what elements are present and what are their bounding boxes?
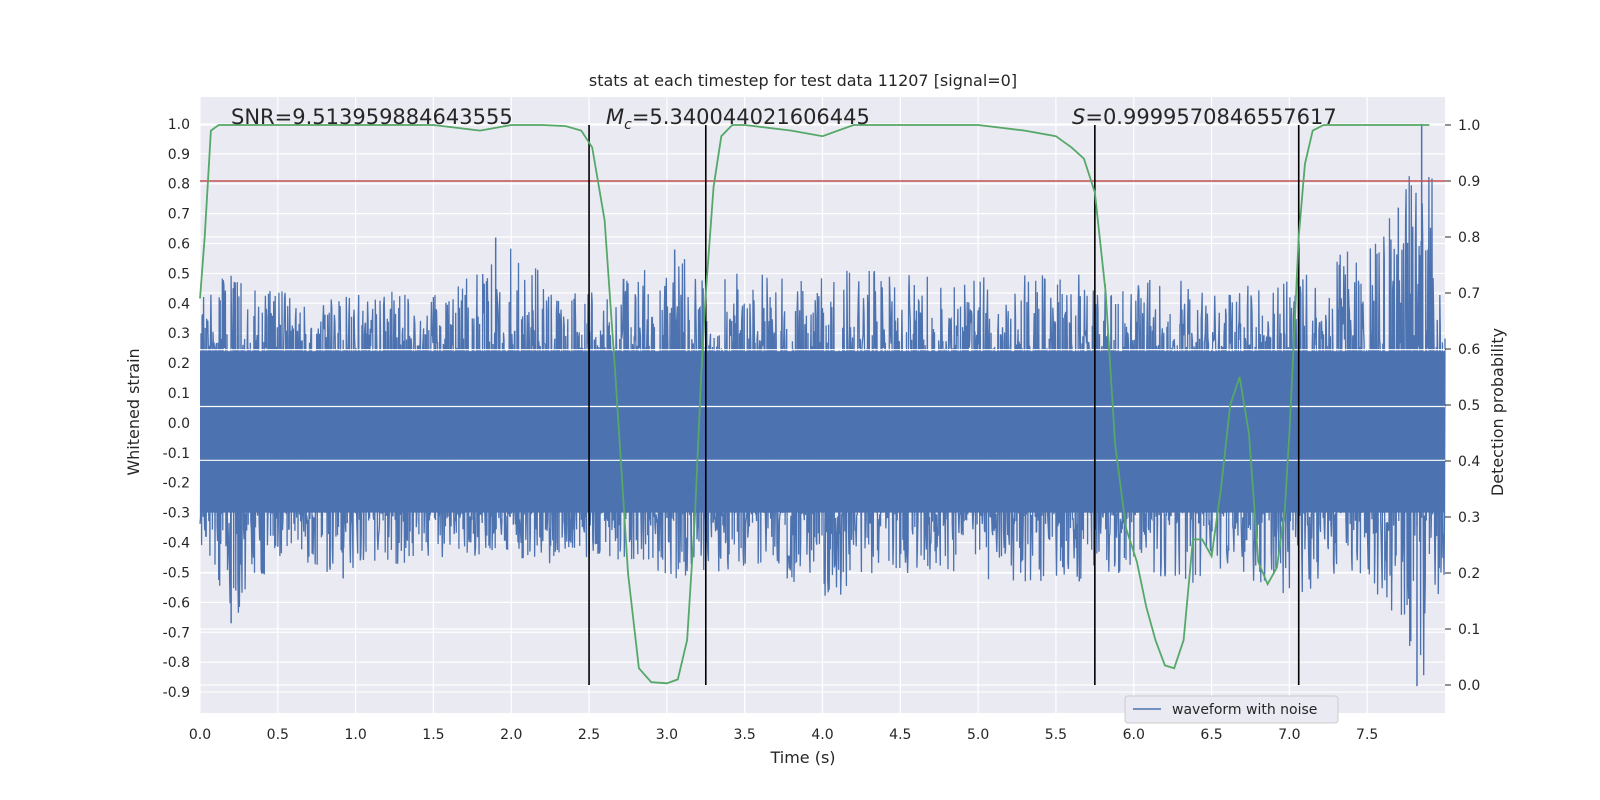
legend-label: waveform with noise: [1172, 702, 1317, 718]
y-axis-ticks: 1.0 0.9 0.8 0.7 0.6 0.5 0.4 0.3 0.2 0.1 0.0 -0.1 -0.…: [163, 117, 190, 701]
chart-title: stats at each timestep for test data 112…: [589, 71, 1017, 90]
y-tick-label: -0.1: [163, 446, 190, 462]
y2-tick-label: 0.2: [1458, 566, 1480, 582]
y-tick-label: -0.6: [163, 595, 190, 611]
y2-tick-label: 0.9: [1458, 174, 1480, 190]
y-tick-label: 0.9: [168, 147, 190, 163]
y-tick-label: -0.4: [163, 536, 190, 552]
y2-tick-label: 0.6: [1458, 342, 1480, 358]
x-tick-label: 6.0: [1123, 727, 1145, 743]
y-tick-label: -0.3: [163, 506, 190, 522]
y2-tick-label: 0.4: [1458, 454, 1480, 470]
y-tick-label: 0.6: [168, 237, 190, 253]
chirp-mass-symbol: M: [606, 105, 624, 129]
waveform-series: [199, 123, 1446, 687]
y-tick-label: -0.5: [163, 565, 190, 581]
y-tick-label: 0.1: [168, 386, 190, 402]
y2-tick-label: 0.7: [1458, 286, 1480, 302]
x-tick-label: 4.0: [811, 727, 833, 743]
legend-box: [1124, 695, 1339, 724]
probability-line: [199, 124, 1430, 685]
x-tick-label: 2.5: [578, 727, 600, 743]
y-axis-label: Whitened strain: [124, 348, 143, 475]
x-axis-ticks: 0.0 0.5 1.0 1.5 2.0 2.5 3.0 3.5 4.0 4.5 5.0 5.5 6.0 6…: [189, 727, 1378, 743]
y2-tick-label: 1.0: [1458, 118, 1480, 134]
y-tick-label: 0.4: [168, 296, 190, 312]
y-tick-label: -0.7: [163, 625, 190, 641]
y2-axis-label: Detection probability: [1488, 328, 1507, 496]
x-tick-label: 7.0: [1278, 727, 1300, 743]
y-tick-label: 0.0: [168, 416, 190, 432]
s-value: =0.9999570846557617: [1085, 105, 1336, 129]
x-tick-label: 0.5: [267, 727, 289, 743]
y-tick-label: -0.9: [163, 685, 190, 701]
y2-tick-label: 0.8: [1458, 230, 1480, 246]
x-tick-label: 0.0: [189, 727, 211, 743]
y-tick-label: 0.7: [168, 207, 190, 223]
x-tick-label: 2.0: [500, 727, 522, 743]
y-tick-label: 0.5: [168, 266, 190, 282]
snr-annotation: SNR=9.513959884643555: [231, 105, 513, 129]
x-tick-label: 3.0: [656, 727, 678, 743]
x-tick-label: 5.5: [1045, 727, 1067, 743]
x-tick-label: 7.5: [1356, 727, 1378, 743]
x-tick-label: 5.0: [967, 727, 989, 743]
y-tick-label: -0.8: [163, 655, 190, 671]
waveform-line: [199, 176, 1446, 676]
y-tick-label: 0.3: [168, 326, 190, 342]
y2-tick-label: 0.3: [1458, 510, 1480, 526]
x-tick-label: 3.5: [734, 727, 756, 743]
chirp-mass-subscript: c: [624, 117, 632, 133]
y-tick-label: 0.8: [168, 177, 190, 193]
s-annotation: S=0.9999570846557617: [1072, 105, 1337, 129]
x-tick-label: 1.5: [422, 727, 444, 743]
y2-tick-label: 0.5: [1458, 398, 1480, 414]
y2-axis-ticks: 1.0 0.9 0.8 0.7 0.6 0.5 0.4 0.3 0.2 0.1 0.0: [1445, 118, 1480, 694]
x-tick-label: 4.5: [889, 727, 911, 743]
legend: waveform with noise: [1124, 695, 1339, 724]
y-tick-label: 1.0: [168, 117, 190, 133]
y-tick-label: -0.2: [163, 476, 190, 492]
s-symbol: S: [1072, 105, 1085, 129]
chirp-mass-value: =5.340044021606445: [632, 105, 870, 129]
chirp-mass-annotation: Mc=5.340044021606445: [606, 105, 870, 133]
y2-tick-label: 0.0: [1458, 678, 1480, 694]
x-tick-label: 1.0: [344, 727, 366, 743]
y2-tick-label: 0.1: [1458, 622, 1480, 638]
y-tick-label: 0.2: [168, 356, 190, 372]
x-tick-label: 6.5: [1200, 727, 1222, 743]
x-axis-label: Time (s): [769, 748, 835, 767]
